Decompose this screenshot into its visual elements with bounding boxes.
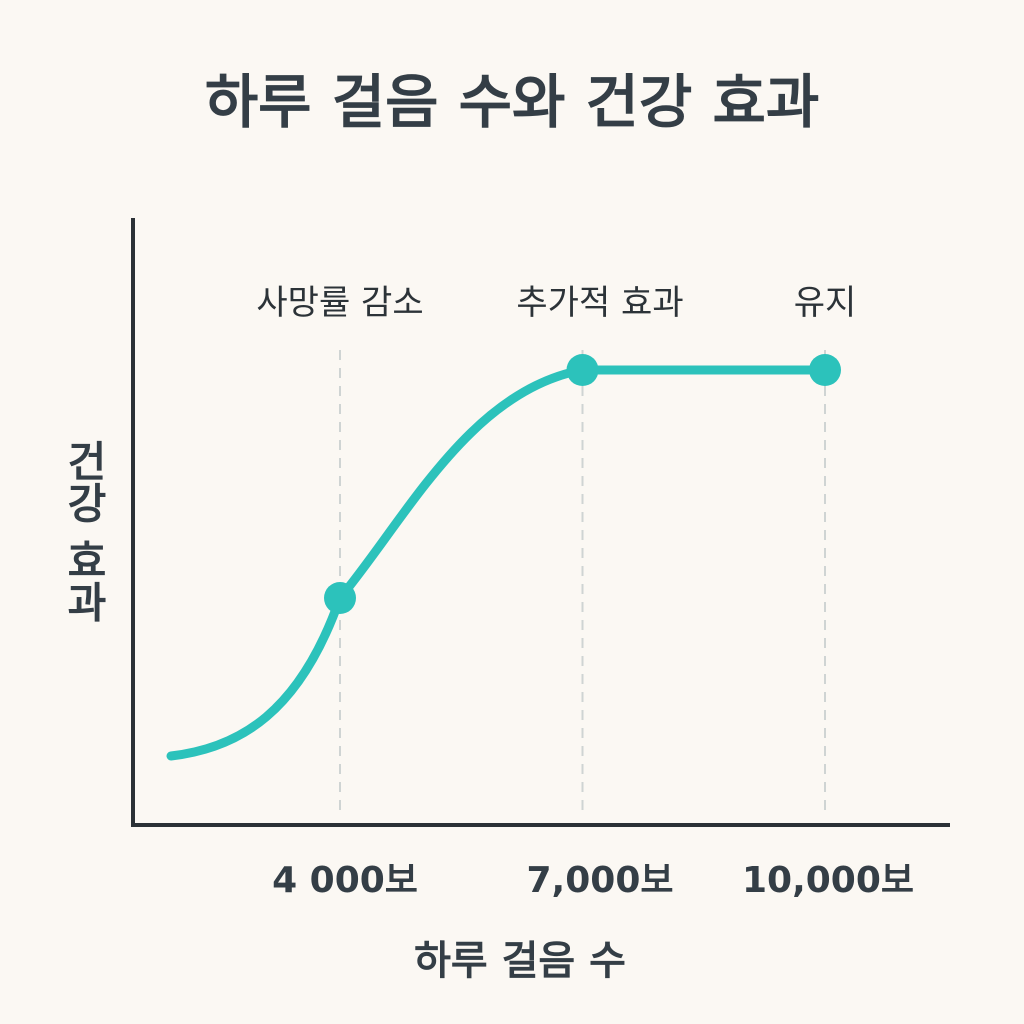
x-axis-label: 하루 걸음 수 [414, 938, 626, 984]
annotation-label: 유지 [794, 283, 857, 323]
data-points [324, 354, 841, 614]
annotations: 사망률 감소 추가적 효과 유지 [256, 283, 856, 323]
data-point [324, 582, 356, 614]
data-point [809, 354, 841, 386]
x-tick-label: 4 000보 [272, 860, 418, 901]
series-line [166, 365, 830, 761]
y-axis-label: 건강 효과 [60, 440, 109, 623]
chart-title: 하루 걸음 수와 건강 효과 [205, 68, 819, 136]
x-tick-label: 10,000보 [742, 860, 914, 901]
x-tick-label: 7,000보 [527, 860, 674, 901]
x-tick-labels: 4 000보 7,000보 10,000보 [272, 860, 914, 901]
annotation-label: 사망률 감소 [256, 283, 423, 323]
guide-lines [339, 350, 826, 815]
annotation-label: 추가적 효과 [516, 283, 683, 323]
data-point [566, 354, 599, 386]
